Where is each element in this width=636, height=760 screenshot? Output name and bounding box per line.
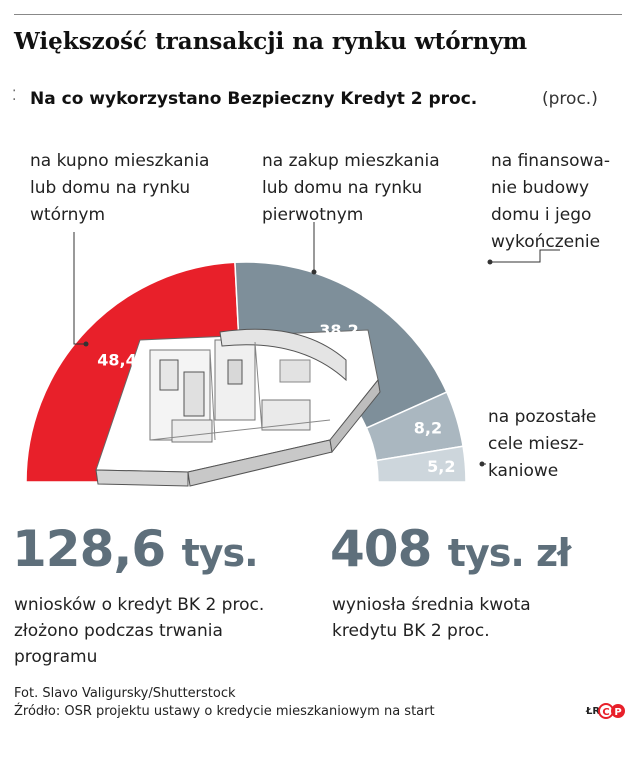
stat-average-loan-number: 408 tys. zł (330, 520, 571, 578)
category-label-primary-market: na zakup mieszkania lub domu na rynku pi… (262, 151, 440, 225)
chart-title: Większość transakcji na rynku wtórnym (14, 28, 528, 55)
source-note: Źródło: OSR projektu ustawy o kredycie m… (14, 704, 435, 719)
author-initials: ŁR (586, 706, 601, 717)
semicircle-chart: 48,4 38,2 8,2 5,2 (25, 222, 560, 487)
cp-logo-icon: C P (598, 703, 625, 719)
category-label-other: na pozostałe cele miesz- kaniowe (488, 407, 597, 481)
stat-applications-unit: tys. (181, 531, 259, 575)
stat-applications-number: 128,6 tys. (12, 520, 259, 578)
svg-text:C: C (602, 707, 609, 718)
unit-label: (proc.) (542, 89, 598, 109)
leader-line-house-construction (490, 249, 560, 263)
category-label-house-construction: na finansowa- nie budowy domu i jego wyk… (491, 151, 610, 252)
apartment-illustration (95, 328, 381, 487)
chart-subtitle: Na co wykorzystano Bezpieczny Kredyt 2 p… (30, 89, 478, 109)
stat-average-loan-unit: tys. zł (447, 531, 571, 575)
value-labels: 48,4 38,2 8,2 5,2 (97, 321, 455, 476)
svg-text:P: P (614, 707, 621, 718)
value-label-other: 5,2 (427, 457, 455, 476)
leader-dot-house-construction (487, 259, 493, 265)
leader-lines (73, 222, 560, 467)
value-label-house-construction: 8,2 (414, 418, 442, 437)
value-label-secondary-market: 48,4 (97, 350, 136, 369)
photo-credit: Fot. Slavo Valigursky/Shutterstock (14, 686, 236, 701)
leader-dot-other (479, 461, 485, 467)
leader-line-secondary-market (73, 232, 86, 345)
leader-dot-primary-market (311, 269, 317, 275)
leader-dot-secondary-market (83, 341, 89, 347)
stat-average-loan-description: wyniosła średnia kwota kredytu BK 2 proc… (332, 595, 531, 641)
stat-applications-value: 128,6 (12, 520, 166, 578)
top-rule (14, 14, 622, 15)
value-label-primary-market: 38,2 (319, 321, 358, 340)
slice-other (375, 445, 467, 483)
stat-applications-description: wniosków o kredyt BK 2 proc. złożono pod… (14, 595, 265, 667)
stat-average-loan-value: 408 (330, 520, 432, 578)
category-label-secondary-market: na kupno mieszkania lub domu na rynku wt… (30, 151, 210, 225)
